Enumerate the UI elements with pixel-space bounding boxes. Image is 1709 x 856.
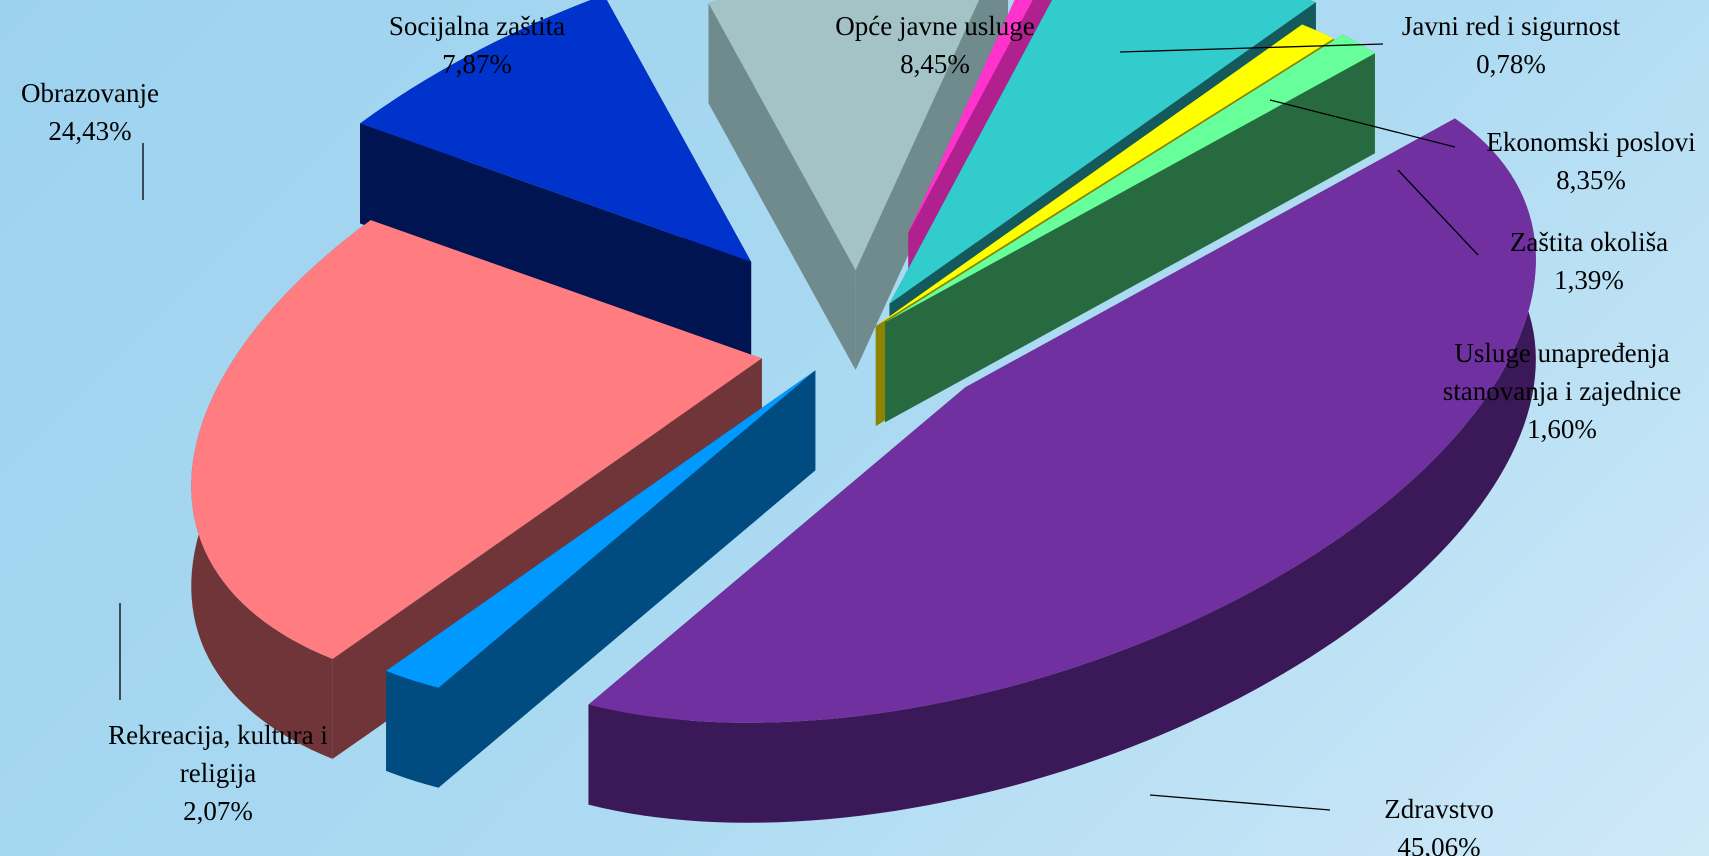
slice-wall [386,370,816,771]
slice-name-label: stanovanja i zajednice [1443,376,1681,406]
slice-top [588,118,1536,723]
slice-name-label: Obrazovanje [21,78,159,108]
slice-value-label: 24,43% [48,116,131,146]
slice-top [885,34,1375,323]
leader-line [1397,169,1479,256]
slice-side [386,670,439,788]
slice-name-label: Zdravstvo [1384,794,1493,824]
slice-wall [708,3,856,371]
slice-name-label: religija [180,758,256,788]
slice-top [360,0,752,262]
leader-line [1119,43,1384,53]
slice-top [191,220,762,659]
pie-slice [386,370,816,788]
slice-name-label: Socijalna zaštita [389,11,565,41]
slice-top [386,370,816,688]
data-labels: Opće javne usluge 8,45% Javni red i sigurn… [21,11,1696,856]
slice-value-label: 2,07% [183,796,253,826]
slice-name-label: Ekonomski poslovi [1486,127,1695,157]
slice-wall [885,53,1375,423]
slice-top [875,24,1334,327]
slice-name-label: Rekreacija, kultura i [108,720,328,750]
slice-top [889,0,1316,304]
leader-line [1149,794,1331,811]
slice-value-label: 8,45% [900,49,970,79]
slice-value-label: 7,87% [442,49,512,79]
slice-value-label: 1,39% [1554,265,1624,295]
slice-name-label: Usluge unapređenja [1454,338,1669,368]
slice-value-label: 1,60% [1527,414,1597,444]
slice-tops [191,0,1536,723]
slice-name-label: Opće javne usluge [835,11,1034,41]
leader-line [1269,99,1456,148]
slice-name-label: Zaštita okoliša [1510,227,1668,257]
slice-value-label: 45,06% [1397,832,1480,856]
slice-value-label: 0,78% [1476,49,1546,79]
slice-value-label: 8,35% [1556,165,1626,195]
slice-side [588,118,1536,823]
slice-wall [360,123,752,362]
slice-name-label: Javni red i sigurnost [1402,11,1621,41]
slice-top [708,0,980,271]
